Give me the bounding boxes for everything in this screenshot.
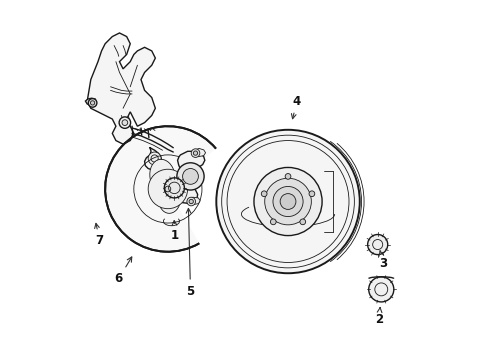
Circle shape	[119, 117, 131, 129]
Polygon shape	[87, 33, 155, 144]
Circle shape	[164, 178, 184, 198]
Text: 5: 5	[186, 208, 195, 298]
Circle shape	[88, 99, 97, 107]
Circle shape	[309, 191, 315, 197]
Circle shape	[187, 197, 196, 206]
Circle shape	[285, 174, 291, 179]
Circle shape	[148, 152, 161, 165]
Circle shape	[273, 186, 303, 217]
Circle shape	[254, 167, 322, 235]
Circle shape	[91, 101, 95, 105]
Circle shape	[300, 219, 306, 225]
Circle shape	[194, 151, 197, 155]
Text: 2: 2	[375, 307, 383, 327]
Text: 3: 3	[379, 251, 387, 270]
Polygon shape	[85, 98, 96, 105]
Text: 1: 1	[171, 221, 179, 242]
Circle shape	[189, 199, 194, 204]
Polygon shape	[193, 148, 205, 157]
Polygon shape	[176, 151, 205, 203]
Circle shape	[280, 194, 296, 210]
Ellipse shape	[159, 186, 180, 213]
Circle shape	[183, 168, 198, 184]
Text: 7: 7	[95, 223, 104, 247]
Circle shape	[148, 169, 188, 209]
Circle shape	[368, 277, 394, 302]
Circle shape	[191, 149, 200, 157]
Circle shape	[270, 219, 276, 225]
Circle shape	[165, 186, 171, 192]
Circle shape	[216, 130, 360, 273]
Circle shape	[122, 120, 128, 126]
Wedge shape	[105, 126, 216, 252]
Circle shape	[177, 163, 204, 190]
Circle shape	[368, 234, 388, 255]
Text: 6: 6	[115, 257, 132, 285]
Circle shape	[261, 191, 267, 197]
Polygon shape	[188, 197, 200, 204]
Circle shape	[265, 178, 311, 225]
Ellipse shape	[150, 159, 175, 194]
Text: 4: 4	[292, 95, 301, 119]
